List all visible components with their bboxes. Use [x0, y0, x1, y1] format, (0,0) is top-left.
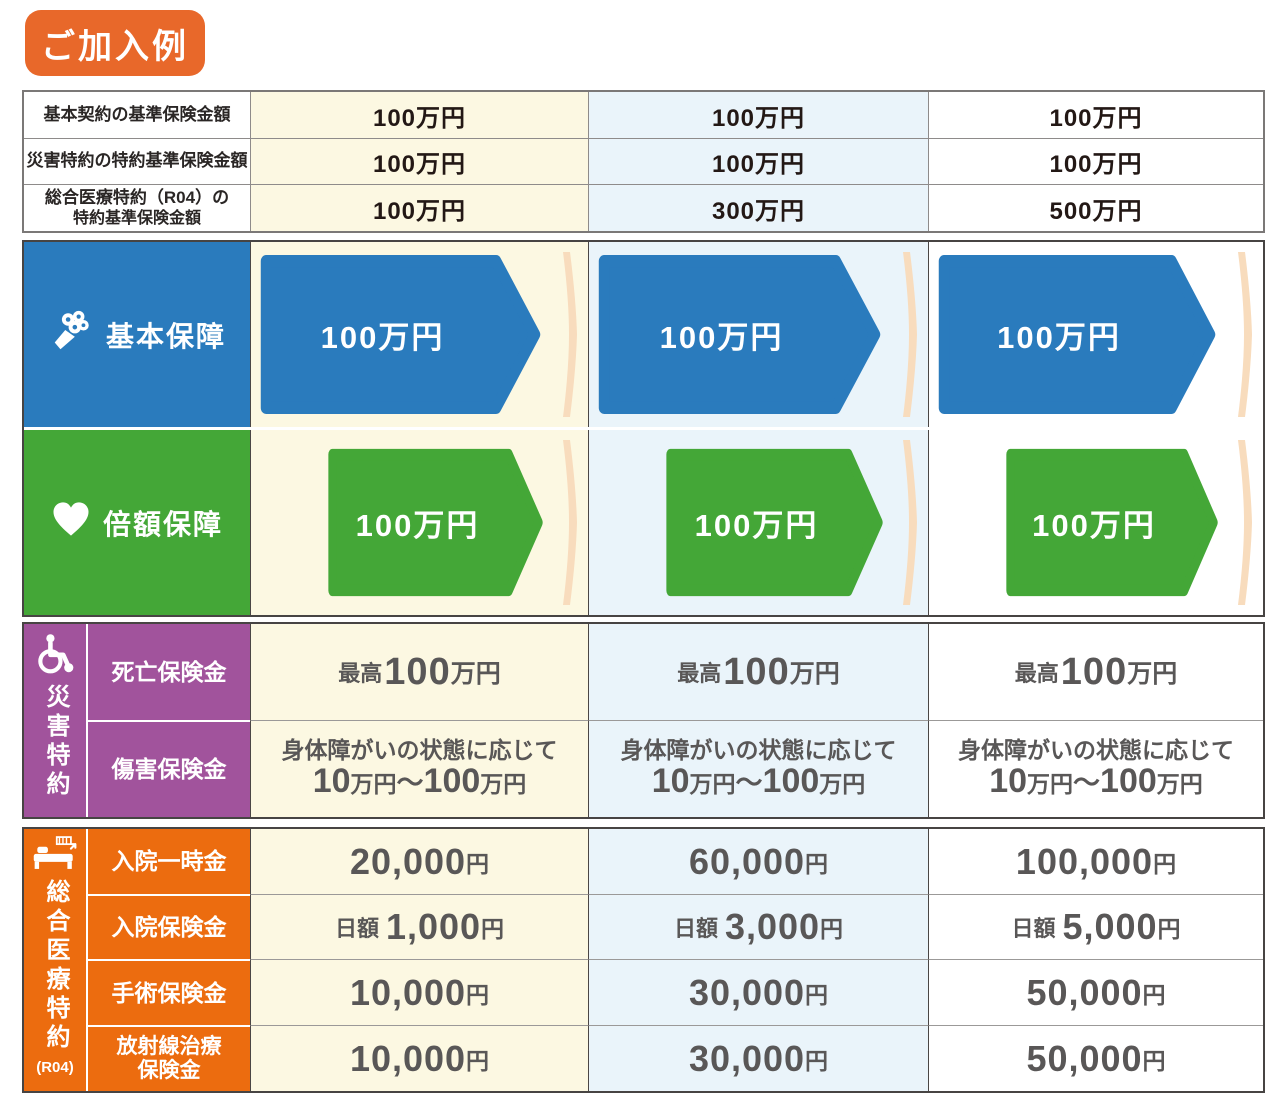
- page-title-badge: ご加入例: [25, 10, 205, 76]
- hospitalization-lump-sum-col1: 20,000 円: [250, 829, 588, 894]
- hospitalization-benefit-label: 入院保険金: [88, 894, 250, 959]
- wheelchair-icon: [33, 631, 77, 680]
- radiation-therapy-benefit-label: 放射線治療 保険金: [88, 1025, 250, 1091]
- base-contract-amount-col1: 100万円: [250, 92, 588, 138]
- disaster-rider-base-amount-col1: 100万円: [250, 138, 588, 184]
- double-coverage-label: 倍額保障: [102, 508, 223, 540]
- chevron-divider-icon: [900, 438, 920, 607]
- base-contract-amount-col2: 100万円: [588, 92, 928, 138]
- surgery-benefit-col2: 30,000 円: [588, 959, 928, 1025]
- disaster-rider-base-amount-col2: 100万円: [588, 138, 928, 184]
- radiation-therapy-benefit-col2: 30,000 円: [588, 1025, 928, 1091]
- base-amount-table: 基本契約の基準保険金額 100万円 100万円 100万円 災害特約の特約基準保…: [22, 90, 1265, 233]
- chevron-divider-icon: [900, 250, 920, 419]
- basic-coverage-arrow: 100万円: [937, 253, 1217, 416]
- medical-rider-base-amount-col2: 300万円: [588, 184, 928, 231]
- double-coverage-arrow: 100万円: [665, 447, 884, 598]
- medical-rider-base-amount-label: 総合医療特約（R04）の 特約基準保険金額: [24, 184, 250, 231]
- double-coverage-arrow: 100万円: [1005, 447, 1219, 598]
- injury-benefit-col1: 身体障がいの状態に応じて 10万円～100万円: [250, 720, 588, 817]
- double-coverage-label-cell: 倍額保障: [24, 430, 250, 615]
- double-coverage-arrow: 100万円: [327, 447, 544, 598]
- bed-icon: [32, 836, 78, 875]
- hospitalization-benefit-col1: 日額 1,000 円: [250, 894, 588, 959]
- hospitalization-benefit-col3: 日額 5,000 円: [928, 894, 1263, 959]
- death-benefit-col3: 最高 100 万円: [928, 624, 1263, 720]
- basic-coverage-label: 基本保障: [105, 320, 226, 352]
- basic-coverage-label-cell: 基本保障: [24, 242, 250, 427]
- chevron-divider-icon: [1235, 438, 1255, 607]
- hospitalization-benefit-col2: 日額 3,000 円: [588, 894, 928, 959]
- basic-coverage-arrow: 100万円: [597, 253, 882, 416]
- death-benefit-col2: 最高 100 万円: [588, 624, 928, 720]
- surgery-benefit-col1: 10,000 円: [250, 959, 588, 1025]
- death-benefit-col1: 最高 100 万円: [250, 624, 588, 720]
- bouquet-icon: [48, 308, 94, 361]
- radiation-therapy-benefit-col3: 50,000 円: [928, 1025, 1263, 1091]
- hospitalization-lump-sum-label: 入院一時金: [88, 829, 250, 894]
- medical-rider-title-strip: 総合医療特約 (R04): [24, 829, 88, 1091]
- double-coverage-col2: 100万円: [588, 430, 928, 615]
- chevron-divider-icon: [560, 438, 580, 607]
- radiation-therapy-benefit-col1: 10,000 円: [250, 1025, 588, 1091]
- page-title: ご加入例: [41, 27, 189, 66]
- medical-rider-section: 総合医療特約 (R04) 入院一時金 20,000 円 60,000 円 100,0…: [22, 827, 1265, 1093]
- chevron-divider-icon: [560, 250, 580, 419]
- medical-rider-base-amount-col1: 100万円: [250, 184, 588, 231]
- disaster-rider-title: 災害特約: [42, 684, 69, 800]
- basic-coverage-arrow: 100万円: [259, 253, 542, 416]
- basic-coverage-col1: 100万円: [250, 242, 588, 427]
- medical-rider-title: 総合医療特約: [42, 879, 69, 1053]
- injury-benefit-col2: 身体障がいの状態に応じて 10万円～100万円: [588, 720, 928, 817]
- disaster-rider-title-strip: 災害特約: [24, 624, 88, 817]
- base-contract-amount-col3: 100万円: [928, 92, 1263, 138]
- coverage-arrow-block: 基本保障 100万円 100万円 100万円: [22, 240, 1265, 617]
- death-benefit-label: 死亡保険金: [88, 624, 250, 720]
- basic-coverage-col3: 100万円: [928, 242, 1263, 427]
- surgery-benefit-label: 手術保険金: [88, 959, 250, 1025]
- double-coverage-col1: 100万円: [250, 430, 588, 615]
- disaster-rider-base-amount-col3: 100万円: [928, 138, 1263, 184]
- injury-benefit-col3: 身体障がいの状態に応じて 10万円～100万円: [928, 720, 1263, 817]
- medical-rider-subtitle: (R04): [36, 1059, 74, 1076]
- double-coverage-col3: 100万円: [928, 430, 1263, 615]
- basic-coverage-col2: 100万円: [588, 242, 928, 427]
- disaster-rider-section: 災害特約 死亡保険金 最高 100 万円 最高 100 万円 最高 100 万円 傷害保険金…: [22, 622, 1265, 819]
- heart-icon: [51, 500, 91, 545]
- hospitalization-lump-sum-col3: 100,000 円: [928, 829, 1263, 894]
- medical-rider-base-amount-col3: 500万円: [928, 184, 1263, 231]
- injury-benefit-label: 傷害保険金: [88, 720, 250, 817]
- disaster-rider-base-amount-label: 災害特約の特約基準保険金額: [24, 138, 250, 184]
- base-contract-amount-label: 基本契約の基準保険金額: [43, 104, 231, 124]
- chevron-divider-icon: [1235, 250, 1255, 419]
- surgery-benefit-col3: 50,000 円: [928, 959, 1263, 1025]
- hospitalization-lump-sum-col2: 60,000 円: [588, 829, 928, 894]
